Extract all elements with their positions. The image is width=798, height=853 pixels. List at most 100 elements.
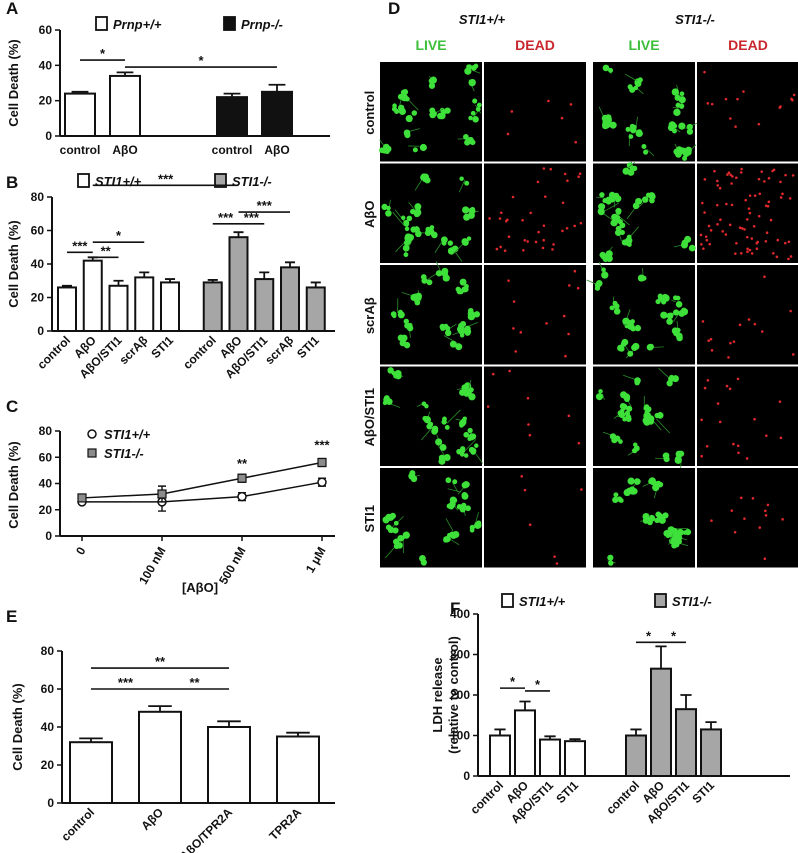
live-cell	[414, 299, 421, 306]
significance-label: ***	[218, 210, 234, 225]
live-cell	[465, 505, 471, 512]
live-cell	[452, 479, 458, 485]
dead-cell	[746, 247, 749, 251]
x-tick-label: TPR2A	[266, 805, 304, 843]
dead-cell	[788, 197, 792, 200]
live-cell	[667, 531, 673, 538]
live-cell	[425, 226, 431, 233]
live-cell	[410, 226, 417, 233]
dead-cell	[752, 224, 756, 228]
legend-label: STI1-/-	[672, 594, 712, 609]
dead-cell	[740, 167, 743, 171]
x-tick-label: AβO/TPR2A	[177, 805, 235, 853]
dead-cell	[577, 175, 580, 179]
live-cell	[385, 210, 392, 217]
dead-cell	[716, 184, 720, 187]
live-cell	[426, 279, 433, 286]
dead-cell	[542, 224, 546, 227]
dead-cell	[763, 180, 766, 183]
live-cell	[470, 110, 476, 116]
live-cell	[469, 524, 475, 531]
dead-cell	[734, 125, 737, 128]
dead-cell	[736, 444, 740, 448]
dead-cell	[737, 451, 740, 455]
live-cell	[468, 393, 476, 401]
dead-cell	[742, 90, 745, 93]
bar	[109, 74, 141, 137]
y-axis-title: Cell Death (%)	[6, 39, 21, 126]
live-cell	[675, 146, 683, 153]
dead-cell	[745, 218, 749, 221]
bar	[160, 281, 180, 332]
point	[237, 473, 247, 483]
micrograph-image	[697, 468, 798, 568]
live-cell	[615, 197, 621, 203]
legend-marker	[654, 593, 667, 608]
live-cell	[453, 246, 459, 252]
live-cell	[624, 168, 630, 174]
dead-cell	[707, 224, 711, 228]
panel-letter: C	[6, 397, 18, 416]
y-tick-label: 0	[45, 529, 52, 543]
neurite	[646, 148, 655, 157]
neurite	[449, 538, 460, 546]
live-cell	[675, 301, 683, 308]
live-cell	[627, 322, 635, 330]
bar	[261, 90, 293, 138]
bar	[305, 286, 326, 333]
dead-cell	[705, 444, 709, 448]
neurite	[394, 209, 406, 223]
live-cell	[662, 512, 669, 519]
dead-cell	[710, 102, 714, 106]
x-tick-label: scrAβ	[116, 333, 150, 367]
y-axis-title: Cell Death (%)	[6, 220, 21, 307]
neurite	[674, 127, 681, 133]
error-bar	[259, 271, 270, 280]
live-cell	[409, 470, 416, 477]
live-cell	[678, 122, 686, 130]
live-cell	[661, 312, 668, 319]
live-cell	[657, 481, 664, 488]
dead-cell	[552, 243, 555, 246]
neurite	[656, 418, 671, 434]
live-cell	[474, 443, 479, 448]
live-cell	[468, 115, 473, 121]
live-cell	[666, 318, 673, 325]
dead-cell	[781, 518, 784, 521]
dead-cell	[542, 238, 545, 242]
y-tick-label: 20	[31, 291, 45, 305]
dead-cell	[747, 207, 751, 210]
dead-cell	[574, 140, 578, 144]
live-cell	[613, 303, 620, 310]
micrograph-image	[484, 366, 586, 466]
live-cell	[459, 176, 464, 181]
significance-label: *	[510, 674, 516, 689]
live-cell	[470, 208, 476, 214]
dead-cell	[499, 211, 503, 215]
live-cell	[419, 143, 427, 152]
dead-cell	[750, 237, 754, 240]
neurite	[672, 106, 679, 109]
dead-cell	[709, 337, 713, 341]
dead-cell	[727, 171, 731, 175]
live-cell	[631, 488, 638, 495]
live-cell	[416, 294, 422, 301]
significance-label: *	[646, 628, 652, 643]
channel-title: DEAD	[728, 37, 768, 53]
live-cell	[655, 298, 661, 305]
live-cell	[407, 234, 414, 242]
live-cell	[467, 427, 473, 434]
bar	[514, 709, 536, 778]
dead-cell	[728, 387, 732, 391]
bar	[228, 236, 249, 332]
live-cell	[403, 221, 410, 227]
live-cell	[658, 516, 666, 524]
dead-cell	[563, 172, 567, 176]
significance-label: ***	[244, 210, 260, 225]
dead-cell	[543, 195, 547, 198]
error-bar	[680, 694, 692, 710]
live-cell	[634, 379, 640, 386]
live-cell	[598, 389, 603, 394]
bar	[138, 710, 182, 804]
micrograph-image	[697, 366, 798, 466]
